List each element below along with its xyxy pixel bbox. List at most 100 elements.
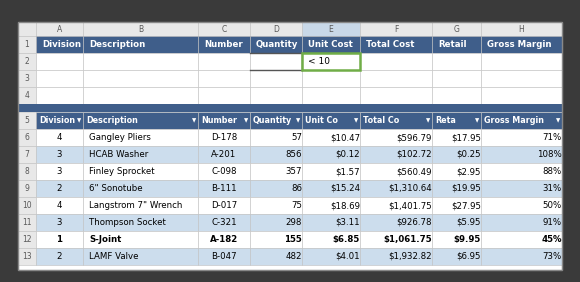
- Bar: [83, 214, 198, 231]
- Text: 9: 9: [24, 184, 30, 193]
- Bar: [18, 129, 36, 146]
- Text: 6" Sonotube: 6" Sonotube: [89, 184, 143, 193]
- Text: Gangley Pliers: Gangley Pliers: [89, 133, 151, 142]
- Text: Description: Description: [86, 116, 138, 125]
- Text: ▼: ▼: [556, 118, 560, 123]
- Bar: [36, 70, 83, 87]
- Text: D: D: [273, 25, 279, 34]
- Text: $17.95: $17.95: [451, 133, 481, 142]
- Bar: [18, 22, 562, 270]
- Text: Retail: Retail: [438, 40, 466, 49]
- Text: 3: 3: [57, 218, 62, 227]
- Bar: [481, 129, 562, 146]
- Text: $6.95: $6.95: [456, 252, 481, 261]
- Bar: [360, 53, 432, 70]
- Text: 3: 3: [57, 167, 62, 176]
- Text: ▼: ▼: [354, 118, 358, 123]
- Bar: [198, 112, 250, 129]
- Bar: [432, 53, 481, 70]
- Text: S-Joint: S-Joint: [89, 235, 121, 244]
- Text: Gross Margin: Gross Margin: [487, 40, 552, 49]
- Text: 50%: 50%: [543, 201, 562, 210]
- Text: Description: Description: [89, 40, 145, 49]
- Bar: [432, 197, 481, 214]
- Bar: [18, 231, 36, 248]
- Text: 155: 155: [284, 235, 302, 244]
- Text: 1: 1: [56, 235, 63, 244]
- Bar: [18, 214, 36, 231]
- Bar: [36, 36, 83, 53]
- Text: $6.85: $6.85: [333, 235, 360, 244]
- Text: $1,061.75: $1,061.75: [383, 235, 432, 244]
- Bar: [83, 112, 198, 129]
- Text: $596.79: $596.79: [397, 133, 432, 142]
- Text: Unit Cost: Unit Cost: [308, 40, 353, 49]
- Bar: [83, 22, 198, 36]
- Bar: [432, 112, 481, 129]
- Bar: [360, 87, 432, 104]
- Text: $19.95: $19.95: [451, 184, 481, 193]
- Text: 2: 2: [57, 184, 62, 193]
- Bar: [18, 70, 36, 87]
- Bar: [18, 163, 36, 180]
- Bar: [18, 53, 36, 70]
- Bar: [432, 36, 481, 53]
- Text: 8: 8: [24, 167, 30, 176]
- Bar: [302, 87, 360, 104]
- Bar: [198, 53, 250, 70]
- Bar: [198, 70, 250, 87]
- Bar: [250, 22, 302, 36]
- Bar: [198, 197, 250, 214]
- Bar: [432, 129, 481, 146]
- Text: Thompson Socket: Thompson Socket: [89, 218, 166, 227]
- Bar: [432, 231, 481, 248]
- Bar: [198, 163, 250, 180]
- Text: 357: 357: [285, 167, 302, 176]
- Text: 75: 75: [291, 201, 302, 210]
- Bar: [302, 53, 360, 70]
- Text: 10: 10: [22, 201, 32, 210]
- Bar: [198, 87, 250, 104]
- Bar: [198, 214, 250, 231]
- Bar: [432, 214, 481, 231]
- Text: 6: 6: [24, 133, 30, 142]
- Text: $4.01: $4.01: [335, 252, 360, 261]
- Bar: [481, 87, 562, 104]
- Bar: [18, 104, 562, 112]
- Text: < 10: < 10: [308, 57, 330, 66]
- Text: 91%: 91%: [543, 218, 562, 227]
- Bar: [250, 163, 302, 180]
- Text: 856: 856: [285, 150, 302, 159]
- Text: 31%: 31%: [543, 184, 562, 193]
- Text: Division: Division: [39, 116, 75, 125]
- Bar: [481, 163, 562, 180]
- Bar: [432, 22, 481, 36]
- Text: 298: 298: [285, 218, 302, 227]
- Bar: [302, 36, 360, 53]
- Bar: [18, 197, 36, 214]
- Text: 12: 12: [22, 235, 32, 244]
- Text: B-047: B-047: [211, 252, 237, 261]
- Bar: [83, 70, 198, 87]
- Text: $5.95: $5.95: [456, 218, 481, 227]
- Bar: [360, 180, 432, 197]
- Bar: [198, 248, 250, 265]
- Bar: [250, 214, 302, 231]
- Bar: [36, 180, 83, 197]
- Bar: [36, 197, 83, 214]
- Bar: [36, 129, 83, 146]
- Text: 5: 5: [24, 116, 30, 125]
- Bar: [250, 231, 302, 248]
- Bar: [250, 197, 302, 214]
- Bar: [481, 231, 562, 248]
- Text: $2.95: $2.95: [456, 167, 481, 176]
- Text: 1: 1: [24, 40, 30, 49]
- Bar: [360, 248, 432, 265]
- Text: $1,310.64: $1,310.64: [388, 184, 432, 193]
- Bar: [83, 129, 198, 146]
- Text: 3: 3: [57, 150, 62, 159]
- Text: 4: 4: [57, 133, 62, 142]
- Text: Number: Number: [204, 40, 243, 49]
- Bar: [432, 163, 481, 180]
- Text: H: H: [519, 25, 524, 34]
